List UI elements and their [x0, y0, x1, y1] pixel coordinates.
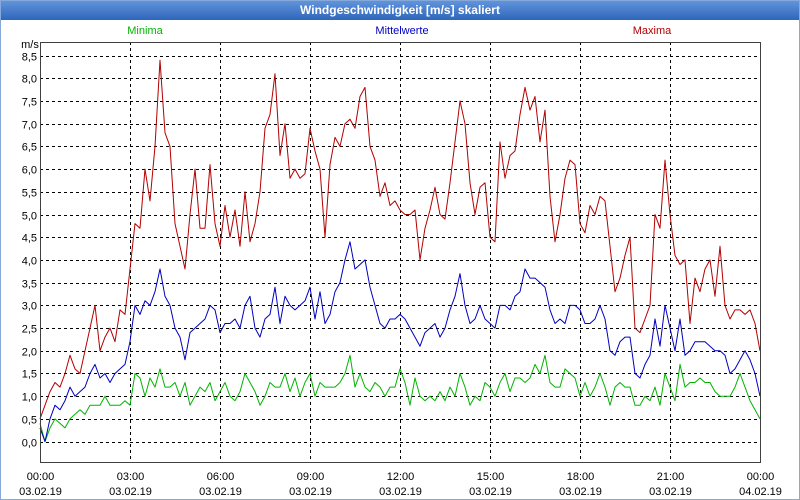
x-tick-label-time: 03:00: [117, 471, 145, 483]
y-tick-label: 5,5: [22, 187, 37, 199]
x-tick-label-date: 03.02.19: [649, 486, 692, 498]
legend-item-mittelwerte: Mittelwerte: [375, 25, 429, 37]
x-tick-label-time: 18:00: [567, 471, 595, 483]
y-tick-label: 6,5: [22, 141, 37, 153]
y-tick-label: 1,0: [22, 391, 37, 403]
x-tick-label-time: 00:00: [747, 471, 775, 483]
x-tick-label-time: 09:00: [297, 471, 325, 483]
x-tick-label-date: 03.02.19: [559, 486, 602, 498]
y-tick-label: 2,5: [22, 323, 37, 335]
x-tick-label-date: 03.02.19: [199, 486, 242, 498]
y-tick-label: 7,5: [22, 96, 37, 108]
chart-title: Windgeschwindigkeit [m/s] skaliert: [300, 3, 500, 17]
y-tick-label: 0,5: [22, 414, 37, 426]
y-tick-label: 4,0: [22, 255, 37, 267]
plot-frame: [40, 42, 761, 463]
y-tick-label: 5,0: [22, 210, 37, 222]
series-line-minima: [39, 354, 761, 443]
x-tick-label-time: 00:00: [27, 471, 55, 483]
x-tick-label-time: 12:00: [387, 471, 415, 483]
x-tick-label-date: 03.02.19: [469, 486, 512, 498]
x-tick-label-date: 04.02.19: [739, 486, 782, 498]
series-line-maxima: [39, 59, 761, 420]
title-bar: Windgeschwindigkeit [m/s] skaliert: [0, 0, 800, 20]
x-tick-label-date: 03.02.19: [109, 486, 152, 498]
x-tick-label-time: 21:00: [657, 471, 685, 483]
y-tick-label: 8,5: [22, 51, 37, 63]
y-tick-label: 2,0: [22, 346, 37, 358]
series-layer: [39, 59, 761, 443]
y-tick-label: 3,5: [22, 278, 37, 290]
y-tick-label: 4,5: [22, 232, 37, 244]
y-tick-label: 0,0: [22, 437, 37, 449]
x-tick-label-date: 03.02.19: [19, 486, 62, 498]
x-tick-label-date: 03.02.19: [379, 486, 422, 498]
y-tick-label: 1,5: [22, 368, 37, 380]
y-tick-label: 7,0: [22, 119, 37, 131]
y-axis-unit-label: m/s: [21, 39, 39, 51]
x-tick-label-time: 06:00: [207, 471, 235, 483]
legend-item-maxima: Maxima: [632, 25, 672, 37]
y-tick-label: 6,0: [22, 164, 37, 176]
y-tick-label: 3,0: [22, 300, 37, 312]
tick-label-layer: 0,0 0,5 1,0 1,5 2,0 2,5 3,0 3,5 4,0 4,5 5,0 5,5 6,0 6…: [19, 51, 782, 498]
legend-item-minima: Minima: [127, 25, 163, 37]
x-tick-label-date: 03.02.19: [289, 486, 332, 498]
x-tick-label-time: 15:00: [477, 471, 505, 483]
grid-layer: [40, 42, 760, 462]
series-line-mittelwerte: [39, 241, 761, 443]
y-tick-label: 8,0: [22, 73, 37, 85]
